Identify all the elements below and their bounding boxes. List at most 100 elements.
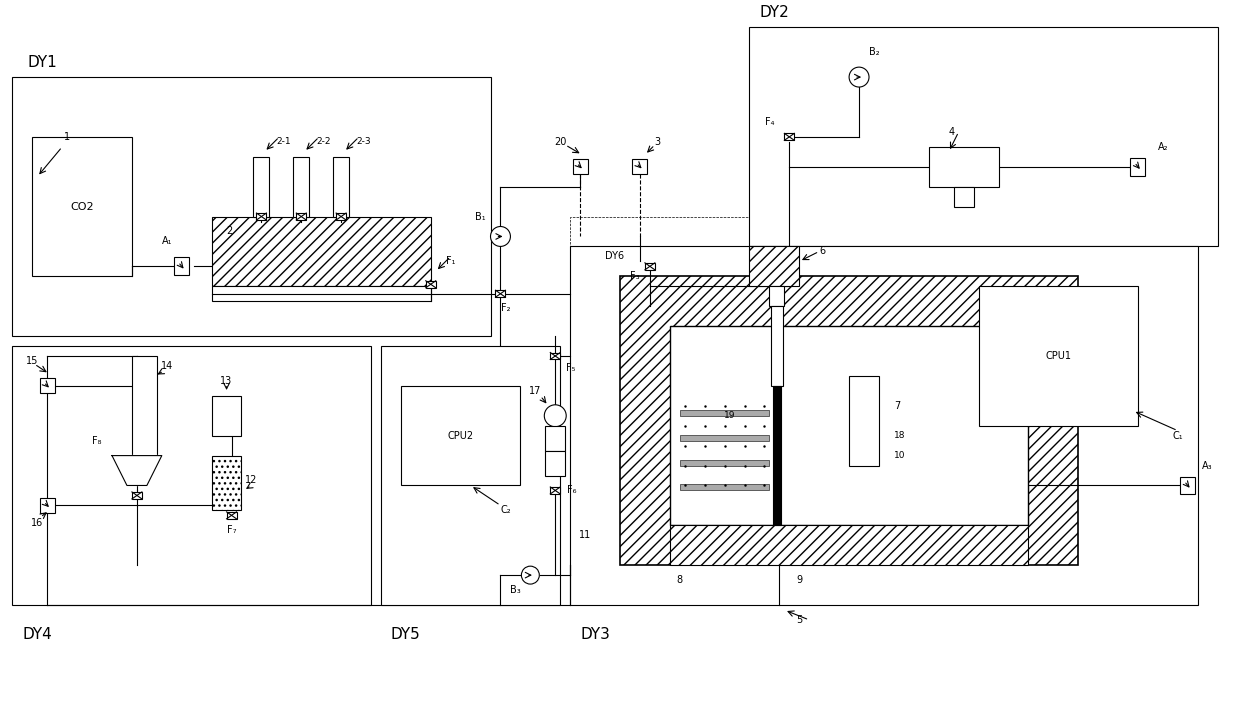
- Bar: [954, 186, 973, 207]
- Circle shape: [544, 405, 567, 426]
- Bar: [670, 525, 1028, 566]
- Bar: [978, 286, 1138, 426]
- Text: B₁: B₁: [475, 212, 486, 222]
- Bar: [131, 492, 141, 499]
- Bar: [425, 281, 435, 288]
- Text: A₁: A₁: [161, 237, 172, 246]
- Bar: [929, 147, 998, 186]
- Text: 16: 16: [31, 518, 43, 528]
- Bar: [771, 306, 784, 386]
- Bar: [680, 484, 769, 491]
- Text: C₁: C₁: [1173, 431, 1183, 441]
- Bar: [40, 378, 55, 393]
- Circle shape: [521, 566, 539, 584]
- Bar: [401, 386, 521, 486]
- Bar: [670, 326, 1028, 525]
- Bar: [12, 346, 371, 605]
- Text: F₄: F₄: [765, 117, 774, 127]
- Text: CO2: CO2: [71, 202, 94, 212]
- Text: DY4: DY4: [22, 628, 52, 642]
- Text: 6: 6: [820, 246, 826, 256]
- Text: 17: 17: [529, 386, 542, 396]
- Text: 10: 10: [894, 451, 905, 460]
- Text: 4: 4: [949, 127, 955, 137]
- Bar: [680, 435, 769, 441]
- Bar: [769, 286, 785, 306]
- Text: CPU2: CPU2: [448, 431, 474, 441]
- Bar: [212, 455, 242, 510]
- Bar: [632, 160, 647, 174]
- Text: 2-1: 2-1: [277, 138, 291, 146]
- Bar: [620, 276, 1079, 566]
- Text: 18: 18: [894, 431, 905, 440]
- Bar: [212, 286, 430, 301]
- Text: DY1: DY1: [27, 54, 57, 70]
- Text: F₆: F₆: [568, 486, 577, 496]
- Text: 12: 12: [246, 476, 258, 486]
- Bar: [749, 246, 800, 286]
- Bar: [227, 512, 237, 519]
- Text: DY6: DY6: [605, 251, 625, 261]
- Text: 2: 2: [227, 227, 233, 237]
- Text: 11: 11: [579, 530, 591, 540]
- Text: CPU1: CPU1: [1045, 351, 1071, 361]
- Text: 19: 19: [724, 412, 735, 420]
- Text: F₁: F₁: [445, 256, 455, 266]
- Bar: [131, 356, 156, 455]
- Text: A₃: A₃: [1203, 460, 1213, 471]
- Text: 13: 13: [221, 376, 233, 386]
- Bar: [680, 460, 769, 465]
- Bar: [749, 28, 1218, 246]
- Bar: [40, 498, 55, 513]
- Bar: [381, 346, 560, 605]
- Text: DY3: DY3: [580, 628, 610, 642]
- Text: 15: 15: [26, 356, 38, 366]
- Text: F₃: F₃: [630, 271, 640, 281]
- Bar: [546, 450, 565, 476]
- Bar: [296, 213, 306, 220]
- Text: F₇: F₇: [227, 525, 237, 535]
- Text: B₂: B₂: [869, 47, 879, 57]
- Text: 2-3: 2-3: [356, 138, 371, 146]
- Bar: [32, 137, 131, 276]
- Text: 7: 7: [894, 401, 900, 411]
- Bar: [570, 217, 790, 336]
- Bar: [551, 352, 560, 359]
- Bar: [645, 263, 655, 270]
- Text: DY2: DY2: [759, 5, 789, 20]
- Bar: [680, 409, 769, 416]
- Bar: [334, 157, 350, 217]
- Text: 2-2: 2-2: [316, 138, 331, 146]
- Bar: [253, 157, 269, 217]
- Bar: [546, 426, 565, 450]
- Text: F₂: F₂: [501, 303, 510, 313]
- Text: 8: 8: [677, 575, 683, 585]
- Polygon shape: [112, 455, 161, 486]
- Text: F₅: F₅: [565, 363, 575, 373]
- Bar: [1131, 157, 1146, 176]
- Bar: [573, 160, 588, 174]
- Text: B₃: B₃: [510, 585, 521, 595]
- Text: 1: 1: [64, 132, 71, 142]
- Text: A₂: A₂: [1158, 142, 1168, 152]
- Text: 5: 5: [796, 615, 802, 625]
- Text: 14: 14: [161, 361, 172, 371]
- Bar: [212, 396, 242, 436]
- Text: 9: 9: [796, 575, 802, 585]
- Text: F₈: F₈: [92, 436, 102, 445]
- Bar: [12, 77, 491, 336]
- Bar: [774, 386, 781, 525]
- Text: 20: 20: [554, 137, 567, 147]
- Bar: [212, 217, 430, 286]
- Bar: [257, 213, 267, 220]
- Circle shape: [491, 227, 511, 246]
- Bar: [849, 376, 879, 465]
- Text: C₂: C₂: [500, 505, 511, 515]
- Bar: [551, 487, 560, 494]
- Circle shape: [849, 67, 869, 87]
- Bar: [570, 246, 1198, 605]
- Bar: [496, 290, 506, 297]
- Bar: [785, 133, 795, 140]
- Text: 3: 3: [655, 137, 661, 147]
- Bar: [336, 213, 346, 220]
